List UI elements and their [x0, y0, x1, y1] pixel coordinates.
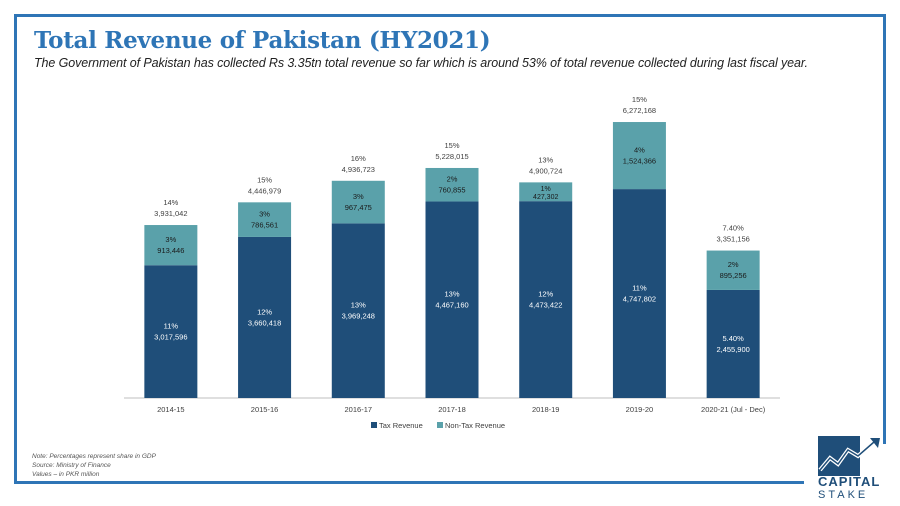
non-tax-revenue-bar [425, 167, 479, 202]
x-tick-label: 2019-20 [626, 405, 654, 414]
tax-pct-label: 5.40% [723, 334, 745, 343]
frame-right-border [883, 14, 886, 444]
frame-left-border [14, 14, 17, 484]
note-line: Note: Percentages represent share in GDP [32, 453, 156, 460]
tax-revenue-bar [612, 189, 666, 398]
nontax-pct-label: 3% [353, 192, 364, 201]
x-tick-label: 2015-16 [251, 405, 279, 414]
chart-notes: Note: Percentages represent share in GDP… [32, 452, 156, 479]
total-value-label: 3,931,042 [154, 209, 187, 218]
tax-value-label: 3,017,596 [154, 333, 187, 342]
total-pct-label: 7.40% [723, 224, 745, 233]
nontax-value-label: 786,561 [251, 221, 278, 230]
tax-pct-label: 12% [257, 307, 272, 316]
tax-value-label: 4,467,160 [435, 301, 468, 310]
logo-text-capital: CAPITAL [818, 474, 881, 489]
tax-pct-label: 11% [164, 322, 179, 331]
total-value-label: 4,936,723 [342, 165, 375, 174]
x-tick-label: 2020-21 (Jul - Dec) [701, 405, 766, 414]
total-pct-label: 15% [444, 141, 459, 150]
nontax-value-label: 895,256 [720, 271, 747, 280]
tax-revenue-bar [519, 201, 573, 398]
legend-label-nontax: Non-Tax Revenue [445, 421, 505, 430]
nontax-pct-label: 3% [165, 235, 176, 244]
non-tax-revenue-bar [519, 182, 573, 202]
total-value-label: 4,900,724 [529, 166, 562, 175]
nontax-pct-label: 3% [259, 210, 270, 219]
total-value-label: 5,228,015 [435, 152, 468, 161]
source-line: Source: Ministry of Finance [32, 462, 111, 469]
legend-label-tax: Tax Revenue [379, 421, 423, 430]
tax-pct-label: 12% [538, 290, 553, 299]
nontax-pct-label: 1% [541, 186, 551, 193]
x-tick-label: 2018-19 [532, 405, 560, 414]
total-value-label: 3,351,156 [716, 235, 749, 244]
total-value-label: 4,446,979 [248, 186, 281, 195]
frame-bottom-border [14, 481, 804, 484]
total-pct-label: 14% [163, 198, 178, 207]
non-tax-revenue-bar [706, 250, 760, 290]
non-tax-revenue-bar [144, 225, 198, 266]
x-tick-label: 2014-15 [157, 405, 185, 414]
tax-value-label: 3,969,248 [342, 312, 375, 321]
page-subtitle: The Government of Pakistan has collected… [34, 56, 808, 70]
nontax-value-label: 1,524,366 [623, 157, 656, 166]
capital-stake-logo-icon [818, 436, 880, 476]
tax-value-label: 4,473,422 [529, 301, 562, 310]
tax-revenue-bar [425, 201, 479, 398]
nontax-pct-label: 2% [728, 260, 739, 269]
non-tax-revenue-bar [331, 180, 385, 224]
legend-swatch-tax [371, 422, 377, 428]
tax-revenue-bar [144, 265, 198, 398]
total-pct-label: 15% [632, 95, 647, 104]
tax-pct-label: 11% [632, 284, 647, 293]
x-tick-label: 2016-17 [345, 405, 373, 414]
tax-value-label: 2,455,900 [716, 345, 749, 354]
non-tax-revenue-bar [238, 202, 292, 237]
nontax-value-label: 913,446 [157, 246, 184, 255]
non-tax-revenue-bar [612, 122, 666, 190]
nontax-value-label: 427,302 [533, 194, 558, 201]
tax-revenue-bar [238, 236, 292, 398]
nontax-value-label: 967,475 [345, 203, 372, 212]
legend-swatch-nontax [437, 422, 443, 428]
tax-pct-label: 13% [444, 290, 459, 299]
total-pct-label: 13% [538, 155, 553, 164]
total-pct-label: 16% [351, 154, 366, 163]
total-pct-label: 15% [257, 175, 272, 184]
logo-text-stake: STAKE [818, 489, 869, 501]
total-value-label: 6,272,168 [623, 106, 656, 115]
tax-value-label: 3,660,418 [248, 318, 281, 327]
nontax-value-label: 760,855 [438, 186, 465, 195]
tax-value-label: 4,747,802 [623, 295, 656, 304]
tax-revenue-bar [706, 289, 760, 398]
x-tick-label: 2017-18 [438, 405, 466, 414]
tax-revenue-bar [331, 223, 385, 398]
nontax-pct-label: 2% [447, 175, 458, 184]
frame-top-border [14, 14, 886, 17]
page-title: Total Revenue of Pakistan (HY2021) [34, 27, 491, 54]
nontax-pct-label: 4% [634, 146, 645, 155]
units-line: Values – in PKR million [32, 471, 100, 478]
tax-pct-label: 13% [351, 301, 366, 310]
